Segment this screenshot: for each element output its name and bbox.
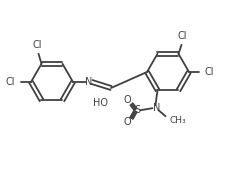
Text: O: O bbox=[124, 117, 131, 127]
Text: Cl: Cl bbox=[33, 40, 42, 50]
Text: S: S bbox=[134, 105, 141, 115]
Text: N: N bbox=[85, 77, 93, 87]
Text: CH₃: CH₃ bbox=[169, 116, 186, 125]
Text: O: O bbox=[124, 95, 131, 105]
Text: HO: HO bbox=[94, 98, 109, 108]
Text: Cl: Cl bbox=[178, 31, 187, 41]
Text: Cl: Cl bbox=[5, 77, 15, 87]
Text: Cl: Cl bbox=[205, 67, 214, 77]
Text: N: N bbox=[153, 103, 160, 113]
